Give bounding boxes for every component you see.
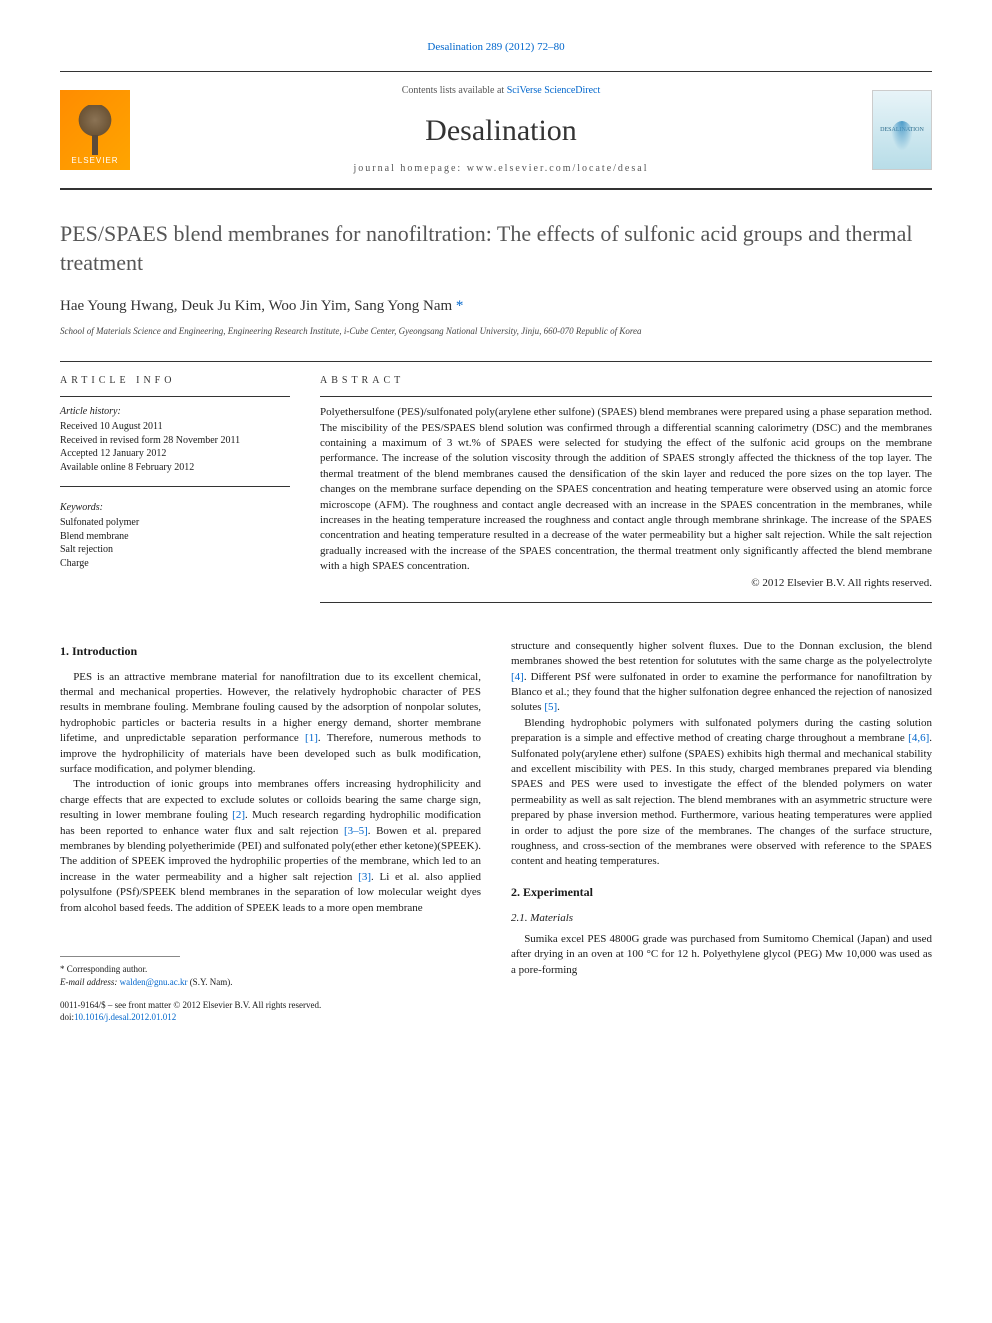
divider	[60, 486, 290, 487]
right-column: structure and consequently higher solven…	[511, 639, 932, 1024]
keyword: Sulfonated polymer	[60, 516, 290, 530]
section-2-1-heading: 2.1. Materials	[511, 911, 932, 926]
sciencedirect-link[interactable]: SciVerse ScienceDirect	[507, 85, 601, 96]
publisher-logo: ELSEVIER	[60, 90, 130, 170]
affiliation: School of Materials Science and Engineer…	[60, 325, 932, 338]
corresponding-marker: *	[456, 298, 464, 314]
citation-link[interactable]: [2]	[232, 809, 245, 821]
keywords-label: Keywords:	[60, 501, 290, 515]
section-1-heading: 1. Introduction	[60, 643, 481, 660]
citation-link[interactable]: [3–5]	[344, 825, 368, 837]
journal-cover-thumbnail: DESALINATION	[872, 90, 932, 170]
divider	[60, 361, 932, 362]
doi-line: doi:10.1016/j.desal.2012.01.012	[60, 1012, 481, 1024]
article-title: PES/SPAES blend membranes for nanofiltra…	[60, 220, 932, 277]
elsevier-tree-icon	[75, 105, 115, 155]
copyright-line: © 2012 Elsevier B.V. All rights reserved…	[320, 576, 932, 591]
homepage-prefix: journal homepage:	[354, 163, 467, 174]
paragraph: Sumika excel PES 4800G grade was purchas…	[511, 932, 932, 978]
homepage-url: www.elsevier.com/locate/desal	[467, 163, 649, 174]
body-columns: 1. Introduction PES is an attractive mem…	[60, 639, 932, 1024]
homepage-line: journal homepage: www.elsevier.com/locat…	[150, 162, 852, 176]
contents-line: Contents lists available at SciVerse Sci…	[150, 84, 852, 98]
cover-label: DESALINATION	[880, 126, 924, 134]
citation-link[interactable]: [5]	[544, 701, 557, 713]
paragraph: structure and consequently higher solven…	[511, 639, 932, 716]
history-label: Article history:	[60, 405, 290, 419]
citation-link[interactable]: [4]	[511, 671, 524, 683]
divider	[320, 602, 932, 603]
keyword: Salt rejection	[60, 543, 290, 557]
left-column: 1. Introduction PES is an attractive mem…	[60, 639, 481, 1024]
doi-prefix: doi:	[60, 1012, 74, 1022]
corresponding-divider	[60, 956, 180, 961]
paragraph: Blending hydrophobic polymers with sulfo…	[511, 716, 932, 870]
history-item: Accepted 12 January 2012	[60, 447, 290, 461]
article-info-column: ARTICLE INFO Article history: Received 1…	[60, 374, 290, 611]
keyword: Charge	[60, 557, 290, 571]
abstract-heading: ABSTRACT	[320, 374, 932, 388]
email-link[interactable]: walden@gnu.ac.kr	[120, 977, 188, 987]
citation-link[interactable]: [1]	[305, 732, 318, 744]
meta-section: ARTICLE INFO Article history: Received 1…	[60, 374, 932, 611]
paragraph: PES is an attractive membrane material f…	[60, 670, 481, 778]
email-label: E-mail address:	[60, 977, 120, 987]
citation-link[interactable]: [3]	[358, 871, 371, 883]
journal-header: ELSEVIER Contents lists available at Sci…	[60, 71, 932, 190]
article-info-heading: ARTICLE INFO	[60, 374, 290, 388]
front-matter: 0011-9164/$ – see front matter © 2012 El…	[60, 1000, 481, 1023]
authors-text: Hae Young Hwang, Deuk Ju Kim, Woo Jin Yi…	[60, 298, 452, 314]
publisher-name: ELSEVIER	[71, 155, 118, 166]
journal-name: Desalination	[150, 110, 852, 152]
abstract-column: ABSTRACT Polyethersulfone (PES)/sulfonat…	[320, 374, 932, 611]
section-2-heading: 2. Experimental	[511, 884, 932, 901]
citation-link[interactable]: [4,6]	[908, 732, 929, 744]
history-item: Received in revised form 28 November 201…	[60, 434, 290, 448]
history-item: Received 10 August 2011	[60, 420, 290, 434]
front-matter-line: 0011-9164/$ – see front matter © 2012 El…	[60, 1000, 481, 1012]
abstract-text: Polyethersulfone (PES)/sulfonated poly(a…	[320, 405, 932, 574]
paragraph: The introduction of ionic groups into me…	[60, 777, 481, 916]
author-list: Hae Young Hwang, Deuk Ju Kim, Woo Jin Yi…	[60, 296, 932, 317]
email-line: E-mail address: walden@gnu.ac.kr (S.Y. N…	[60, 976, 481, 989]
email-suffix: (S.Y. Nam).	[187, 977, 232, 987]
corresponding-note: * Corresponding author.	[60, 963, 481, 976]
footer-area: * Corresponding author. E-mail address: …	[60, 956, 481, 1024]
doi-link[interactable]: 10.1016/j.desal.2012.01.012	[74, 1012, 176, 1022]
contents-prefix: Contents lists available at	[402, 85, 507, 96]
history-item: Available online 8 February 2012	[60, 461, 290, 475]
keyword: Blend membrane	[60, 530, 290, 544]
top-citation: Desalination 289 (2012) 72–80	[60, 40, 932, 55]
header-center: Contents lists available at SciVerse Sci…	[130, 84, 872, 176]
divider	[320, 396, 932, 397]
divider	[60, 396, 290, 397]
